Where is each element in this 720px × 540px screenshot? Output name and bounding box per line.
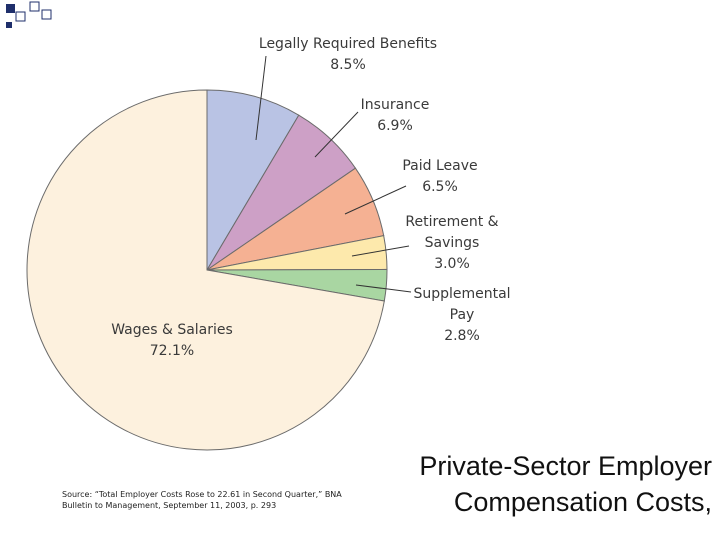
- slice-label: Paid Leave 6.5%: [380, 156, 500, 198]
- slice-label: Legally Required Benefits 8.5%: [233, 34, 463, 76]
- leader-lines: [255, 55, 412, 293]
- slice-label: Supplemental Pay 2.8%: [407, 284, 517, 347]
- category-name: Insurance: [360, 97, 430, 113]
- value-label: 3.0%: [434, 256, 470, 272]
- pie-slice: [26, 89, 385, 451]
- bullet-decoration: [6, 1, 52, 28]
- slice-label: Wages & Salaries 72.1%: [72, 320, 272, 362]
- slice-label: Retirement & Savings 3.0%: [397, 212, 507, 275]
- slide-title: Private-Sector Employer Compensation Cos…: [419, 451, 712, 517]
- pie-slice: [206, 89, 300, 272]
- category-name: Retirement & Savings: [405, 214, 499, 251]
- value-label: 6.9%: [377, 118, 413, 134]
- category-name: Paid Leave: [402, 158, 478, 174]
- category-name: Supplemental Pay: [413, 286, 511, 323]
- value-label: 2.8%: [444, 328, 480, 344]
- category-name: Wages & Salaries: [111, 322, 233, 338]
- source-note: Source: “Total Employer Costs Rose to 22…: [62, 490, 342, 510]
- slice-label: Insurance 6.9%: [335, 95, 455, 137]
- value-label: 72.1%: [149, 343, 195, 359]
- category-name: Legally Required Benefits: [258, 36, 438, 52]
- value-label: 8.5%: [330, 57, 366, 73]
- value-label: 6.5%: [422, 179, 458, 195]
